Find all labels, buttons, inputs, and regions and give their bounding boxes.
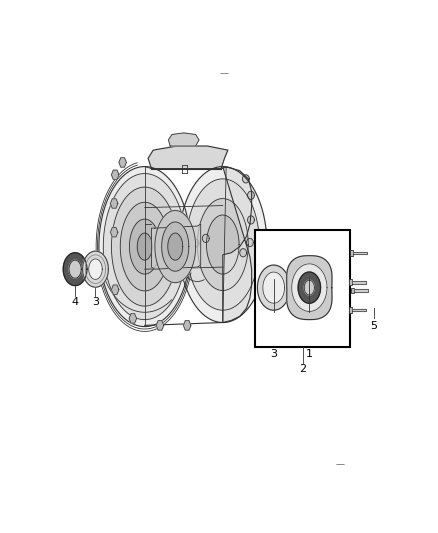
Polygon shape (148, 146, 228, 168)
Polygon shape (89, 259, 102, 279)
Text: —: — (336, 461, 344, 470)
Text: 4: 4 (71, 297, 79, 307)
Polygon shape (304, 280, 314, 295)
Polygon shape (111, 285, 119, 294)
Polygon shape (110, 199, 118, 208)
Polygon shape (103, 174, 186, 320)
Polygon shape (352, 281, 366, 284)
Polygon shape (286, 256, 332, 320)
Text: 5: 5 (371, 321, 377, 332)
Polygon shape (69, 260, 81, 278)
Polygon shape (129, 314, 137, 323)
Polygon shape (111, 170, 119, 180)
Polygon shape (83, 251, 108, 287)
Text: —: — (220, 69, 229, 78)
Polygon shape (206, 215, 239, 274)
Polygon shape (187, 249, 194, 257)
Text: 1: 1 (306, 349, 313, 359)
Polygon shape (156, 321, 164, 330)
Polygon shape (162, 222, 189, 271)
Polygon shape (63, 253, 87, 286)
Polygon shape (137, 233, 152, 260)
FancyBboxPatch shape (350, 250, 353, 256)
Polygon shape (202, 235, 209, 243)
Polygon shape (353, 252, 367, 254)
Polygon shape (298, 272, 321, 303)
Polygon shape (168, 233, 183, 260)
Polygon shape (110, 228, 118, 237)
Polygon shape (111, 187, 178, 306)
Polygon shape (152, 224, 201, 269)
Bar (255, 230, 350, 347)
Polygon shape (292, 264, 327, 311)
FancyBboxPatch shape (351, 288, 354, 293)
Polygon shape (179, 167, 267, 322)
Polygon shape (352, 309, 366, 311)
Polygon shape (247, 191, 254, 199)
Polygon shape (223, 166, 251, 322)
Polygon shape (99, 167, 191, 327)
FancyBboxPatch shape (349, 308, 352, 313)
Polygon shape (169, 133, 199, 146)
Text: 2: 2 (299, 365, 306, 374)
Polygon shape (130, 219, 160, 274)
Polygon shape (243, 175, 249, 183)
Polygon shape (119, 158, 127, 167)
Polygon shape (120, 202, 169, 291)
Polygon shape (258, 265, 290, 310)
FancyBboxPatch shape (349, 279, 352, 285)
Polygon shape (186, 179, 259, 310)
Polygon shape (192, 239, 199, 247)
Polygon shape (155, 211, 196, 282)
Text: 3: 3 (92, 297, 99, 307)
Polygon shape (354, 289, 368, 292)
Polygon shape (198, 199, 248, 290)
Polygon shape (247, 216, 254, 224)
Text: 3: 3 (270, 349, 277, 359)
Polygon shape (247, 238, 253, 247)
Polygon shape (240, 249, 247, 257)
Polygon shape (184, 321, 191, 330)
Polygon shape (263, 272, 285, 303)
